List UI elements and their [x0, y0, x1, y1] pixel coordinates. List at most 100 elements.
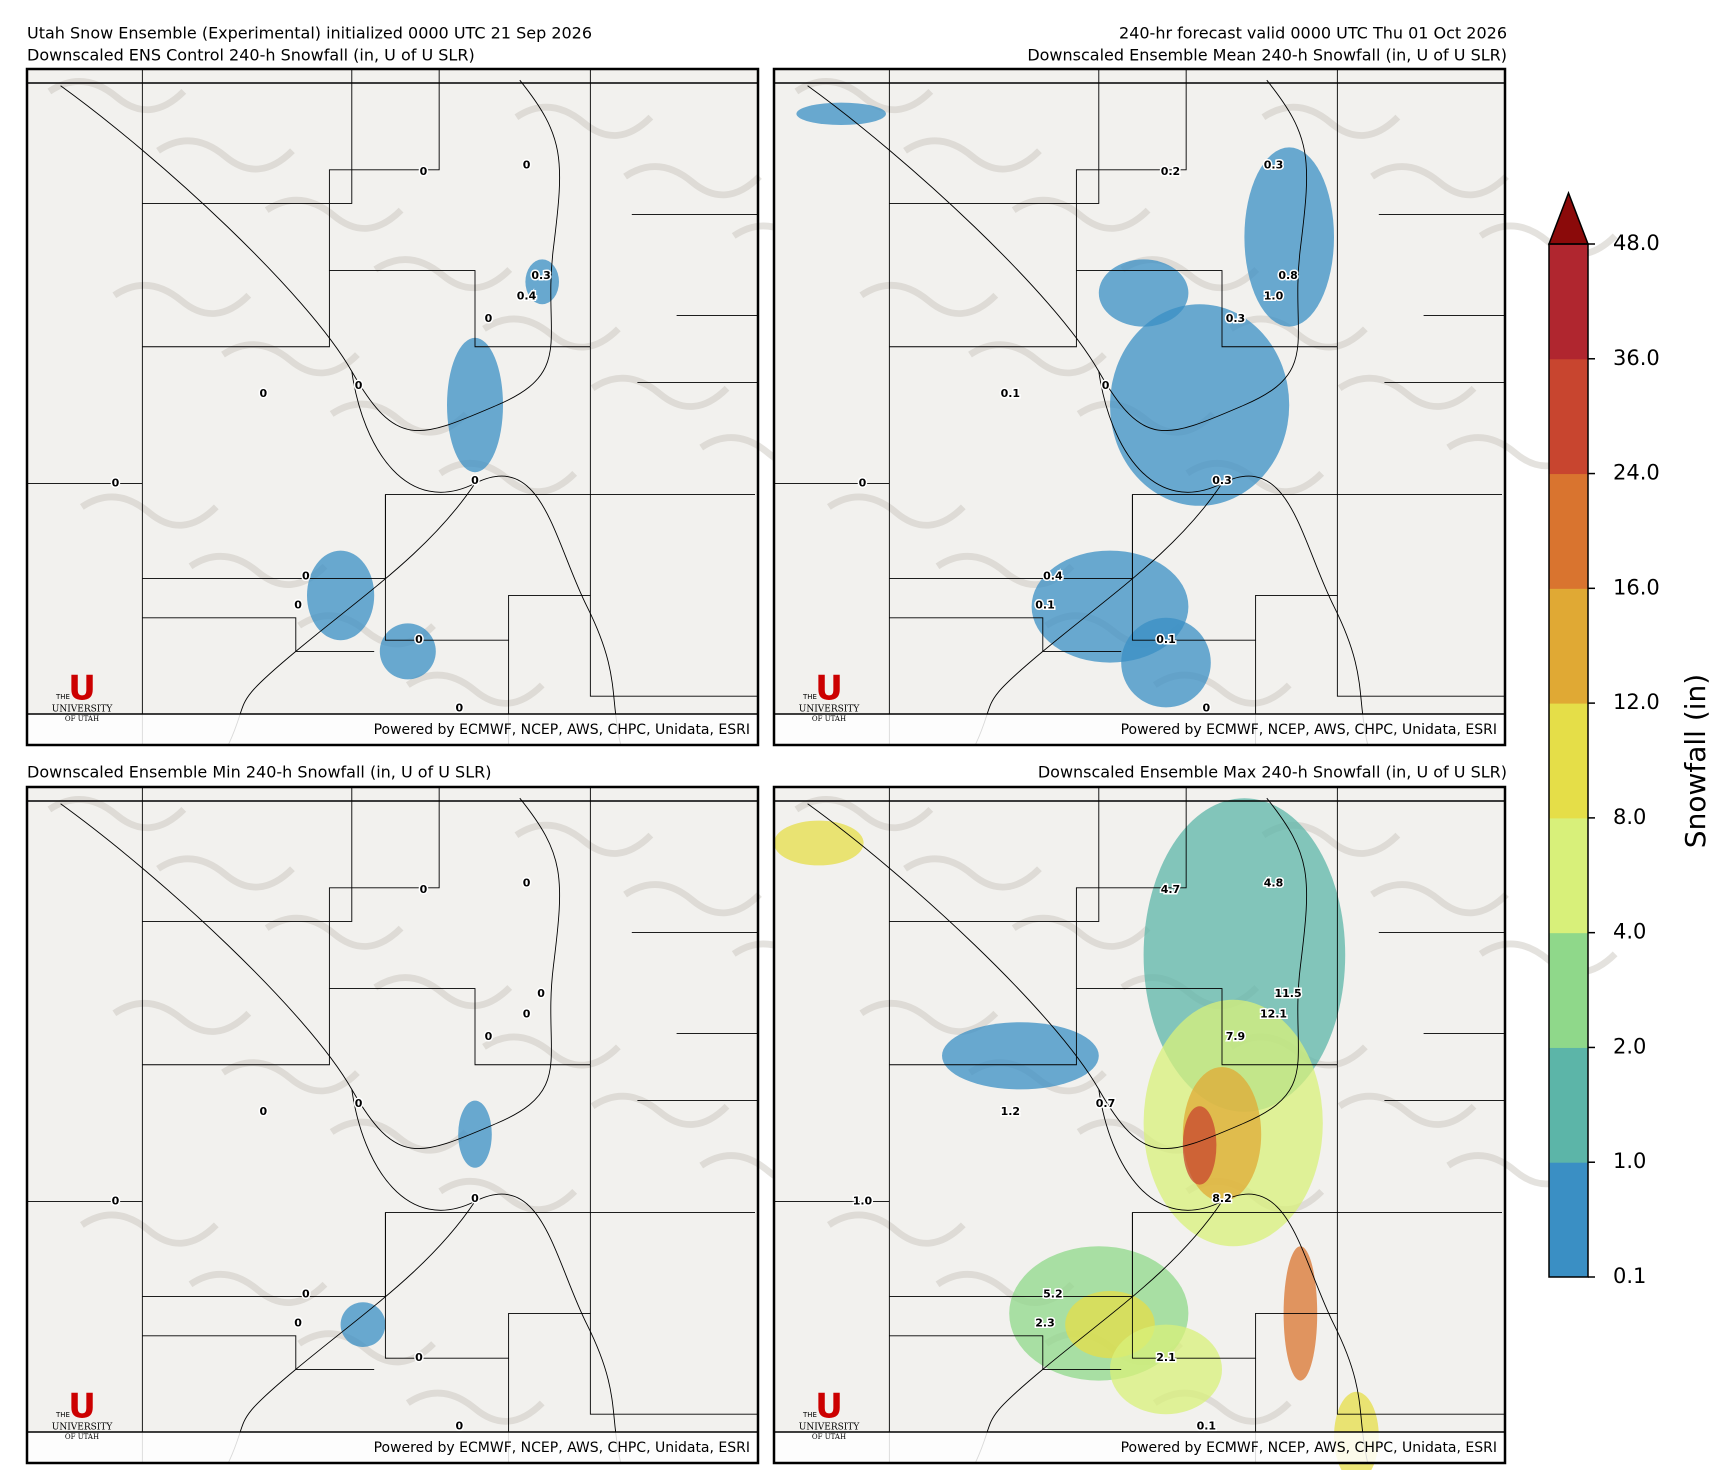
terrain-shading: [514, 103, 654, 139]
point-label: 0: [415, 633, 423, 646]
logo-text: UNIVERSITY: [799, 705, 861, 715]
panel-title: Downscaled Ensemble Min 240-h Snowfall (…: [27, 763, 491, 782]
logo-text: UNIVERSITY: [799, 1423, 861, 1433]
boundary-line: [142, 988, 591, 1066]
boundary-line: [807, 797, 1308, 1150]
colorbar-tick-label: 2.0: [1613, 1034, 1646, 1058]
snowfall-area: [1182, 1106, 1217, 1185]
logo-text: THE: [802, 1411, 817, 1419]
colorbar-bin: [1549, 817, 1588, 934]
snowfall-area: [379, 623, 436, 680]
boundary-line: [351, 371, 622, 745]
colorbar-bin: [1549, 473, 1588, 589]
terrain-shading: [373, 974, 513, 1010]
colorbar-tick-label: 0.1: [1613, 1264, 1646, 1288]
point-label: 1.0: [1264, 289, 1284, 302]
footer-strip: [27, 1432, 758, 1463]
point-label: 0.7: [1096, 1097, 1116, 1110]
point-label: 0: [112, 476, 120, 489]
terrain-shading: [112, 999, 252, 1035]
point-label: 2.3: [1035, 1316, 1055, 1329]
boundary-line: [142, 787, 353, 922]
point-label: 0: [420, 883, 428, 896]
point-label: 0: [302, 1287, 310, 1300]
terrain-shading: [405, 671, 545, 707]
point-label: 0: [302, 569, 310, 582]
map-panel: 4.7 4.8 11.5 12.1 7.9 0.7 1.2 1.0 8.2 5.2 2.3 2.1 0.…: [772, 785, 1618, 1470]
logo-u: U: [815, 1387, 843, 1427]
footer-credit: Powered by ECMWF, NCEP, AWS, CHPC, Unida…: [1121, 1440, 1497, 1456]
terrain-shading: [112, 281, 252, 317]
panel-title: Downscaled ENS Control 240-h Snowfall (i…: [27, 46, 475, 65]
point-label: 0.3: [1264, 158, 1284, 171]
panel-frame: [25, 67, 760, 747]
terrain-shading: [1478, 222, 1618, 258]
boundary-line: [384, 1212, 591, 1359]
terrain-shading: [80, 1211, 219, 1247]
boundary-line: [1075, 69, 1187, 271]
boundary-line: [1131, 494, 1338, 641]
point-label: 0: [523, 158, 531, 171]
boundary-line: [142, 617, 375, 652]
logo-text: OF UTAH: [812, 1433, 846, 1441]
terrain-shading: [1261, 103, 1401, 139]
colorbar-tick-label: 48.0: [1613, 231, 1660, 255]
header-left: Utah Snow Ensemble (Experimental) initia…: [27, 24, 592, 43]
logo-text: UNIVERSITY: [52, 705, 114, 715]
map-panel: 0.2 0.3 0.8 1.0 0.3 0 0.1 0 0.3 0.4 0.1 0.1 0 Powered…: [772, 67, 1618, 747]
boundary-line: [60, 79, 561, 432]
snowfall-area: [458, 1100, 492, 1168]
point-label: 0: [259, 1105, 267, 1118]
colorbar-label: Snowfall (in): [1679, 674, 1712, 848]
point-label: 0: [471, 474, 479, 487]
colorbar-tick-label: 36.0: [1613, 346, 1660, 370]
colorbar-bin: [1549, 588, 1588, 704]
colorbar-bin: [1549, 1047, 1588, 1163]
point-label: 0.1: [1035, 598, 1055, 611]
panel-frame: [772, 785, 1507, 1465]
footer-strip: [27, 714, 758, 745]
boundary-line: [889, 988, 1338, 1066]
boundary-line: [1336, 1313, 1506, 1415]
point-label: 0: [355, 379, 363, 392]
boundaries: [27, 787, 759, 1463]
snowfall-area: [796, 102, 886, 125]
point-label: 0: [294, 598, 302, 611]
panel-frame: [772, 67, 1507, 747]
point-label: 0: [859, 476, 867, 489]
terrain-shading: [221, 1059, 360, 1095]
terrain-shading: [156, 137, 295, 173]
boundary-line: [1131, 1212, 1338, 1359]
terrain-shading: [221, 341, 360, 377]
point-label: 5.2: [1043, 1287, 1063, 1300]
logo-text: THE: [802, 693, 817, 701]
logo-u: U: [68, 1387, 96, 1427]
point-label: 0: [471, 1192, 479, 1205]
panel-frame: [25, 785, 760, 1465]
colorbar-bin: [1549, 703, 1588, 819]
boundary-line: [807, 79, 1308, 432]
boundary-line: [1336, 595, 1506, 697]
snowfall-area: [1110, 304, 1290, 506]
logo-text: OF UTAH: [65, 1433, 99, 1441]
boundary-line: [351, 1089, 622, 1463]
point-label: 12.1: [1260, 1007, 1287, 1020]
point-label: 2.1: [1156, 1351, 1176, 1364]
point-label: 0.3: [531, 269, 551, 282]
terrain-shading: [156, 855, 295, 891]
panel-title: Downscaled Ensemble Mean 240-h Snowfall …: [1027, 46, 1507, 65]
boundary-line: [1098, 371, 1369, 745]
colorbar-tick-label: 24.0: [1613, 461, 1660, 485]
terrain-shading: [903, 855, 1042, 891]
point-label: 1.2: [1001, 1105, 1021, 1118]
terrain-shading: [590, 1092, 730, 1128]
point-label: 4.7: [1161, 883, 1181, 896]
snowfall-area: [1098, 259, 1189, 327]
snowfall-area: [1244, 147, 1334, 327]
colorbar-frame: [1548, 243, 1589, 1278]
point-label: 0: [355, 1097, 363, 1110]
terrain-shading: [329, 1118, 469, 1154]
point-label: 0: [1202, 702, 1210, 715]
terrain-shading: [623, 881, 762, 917]
